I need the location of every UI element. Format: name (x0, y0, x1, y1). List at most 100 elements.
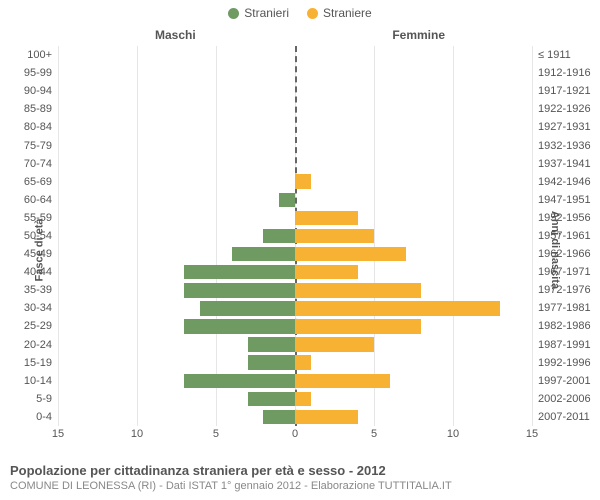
title-male: Maschi (155, 28, 196, 42)
bar-female (295, 301, 500, 315)
age-label: 35-39 (24, 284, 58, 296)
year-label: 1952-1956 (532, 212, 591, 224)
bar-male (279, 193, 295, 207)
x-tick-label: 10 (447, 428, 459, 440)
bar-female (295, 374, 390, 388)
year-label: 1947-1951 (532, 194, 591, 206)
age-row: 10-141997-2001 (58, 372, 532, 390)
legend-label-female: Straniere (323, 6, 372, 20)
bar-male (232, 247, 295, 261)
bar-female (295, 229, 374, 243)
year-label: 1922-1926 (532, 103, 591, 115)
bar-male (248, 392, 295, 406)
year-label: 1912-1916 (532, 67, 591, 79)
age-row: 15-191992-1996 (58, 354, 532, 372)
age-label: 20-24 (24, 339, 58, 351)
bar-male (248, 337, 295, 351)
age-label: 40-44 (24, 266, 58, 278)
age-label: 30-34 (24, 302, 58, 314)
bar-male (263, 229, 295, 243)
bar-female (295, 392, 311, 406)
x-tick-label: 5 (371, 428, 377, 440)
male-swatch (228, 8, 239, 19)
year-label: 1937-1941 (532, 158, 591, 170)
bar-female (295, 265, 358, 279)
year-label: 1942-1946 (532, 176, 591, 188)
bar-female (295, 211, 358, 225)
x-axis: 15105051015 (58, 428, 532, 444)
age-row: 5-92002-2006 (58, 390, 532, 408)
x-tick-label: 10 (131, 428, 143, 440)
age-label: 0-4 (36, 411, 58, 423)
age-row: 35-391972-1976 (58, 281, 532, 299)
age-label: 65-69 (24, 176, 58, 188)
footer-subtitle: COMUNE DI LEONESSA (RI) - Dati ISTAT 1° … (10, 480, 590, 492)
bar-male (184, 319, 295, 333)
age-label: 100+ (27, 49, 58, 61)
bar-female (295, 410, 358, 424)
chart-footer: Popolazione per cittadinanza straniera p… (10, 463, 590, 492)
age-label: 15-19 (24, 357, 58, 369)
x-tick-label: 15 (52, 428, 64, 440)
bar-female (295, 174, 311, 188)
year-label: 1997-2001 (532, 375, 591, 387)
bar-female (295, 247, 406, 261)
year-label: 1917-1921 (532, 85, 591, 97)
year-label: 1962-1966 (532, 248, 591, 260)
x-tick-label: 0 (292, 428, 298, 440)
age-label: 60-64 (24, 194, 58, 206)
year-label: 2002-2006 (532, 393, 591, 405)
x-tick-label: 5 (213, 428, 219, 440)
year-label: 2007-2011 (532, 411, 590, 423)
female-swatch (307, 8, 318, 19)
age-label: 80-84 (24, 121, 58, 133)
year-label: 1987-1991 (532, 339, 591, 351)
age-row: 30-341977-1981 (58, 299, 532, 317)
age-label: 5-9 (36, 393, 58, 405)
age-row: 65-691942-1946 (58, 173, 532, 191)
age-label: 85-89 (24, 103, 58, 115)
legend-label-male: Stranieri (244, 6, 289, 20)
age-label: 55-59 (24, 212, 58, 224)
year-label: 1992-1996 (532, 357, 591, 369)
age-label: 95-99 (24, 67, 58, 79)
bar-male (263, 410, 295, 424)
age-label: 25-29 (24, 320, 58, 332)
age-label: 45-49 (24, 248, 58, 260)
age-label: 70-74 (24, 158, 58, 170)
title-female: Femmine (392, 28, 445, 42)
age-label: 90-94 (24, 85, 58, 97)
bar-female (295, 355, 311, 369)
legend-item-male: Stranieri (228, 6, 289, 20)
year-label: 1932-1936 (532, 140, 591, 152)
age-row: 20-241987-1991 (58, 336, 532, 354)
year-label: 1972-1976 (532, 284, 591, 296)
year-label: 1982-1986 (532, 320, 591, 332)
bar-male (184, 265, 295, 279)
age-row: 55-591952-1956 (58, 209, 532, 227)
bar-female (295, 319, 421, 333)
age-label: 75-79 (24, 140, 58, 152)
bar-male (248, 355, 295, 369)
legend-item-female: Straniere (307, 6, 372, 20)
year-label: 1977-1981 (532, 302, 591, 314)
population-pyramid-chart: Stranieri Straniere Maschi Femmine Fasce… (0, 0, 600, 500)
x-tick-label: 15 (526, 428, 538, 440)
bar-female (295, 283, 421, 297)
bar-male (184, 283, 295, 297)
age-row: 50-541957-1961 (58, 227, 532, 245)
bar-male (184, 374, 295, 388)
age-row: 45-491962-1966 (58, 245, 532, 263)
year-label: 1927-1931 (532, 121, 591, 133)
year-label: 1967-1971 (532, 266, 591, 278)
bar-male (200, 301, 295, 315)
footer-title: Popolazione per cittadinanza straniera p… (10, 463, 590, 478)
age-row: 40-441967-1971 (58, 263, 532, 281)
year-label: 1957-1961 (532, 230, 591, 242)
age-label: 50-54 (24, 230, 58, 242)
age-row: 0-42007-2011 (58, 408, 532, 426)
year-label: ≤ 1911 (532, 49, 571, 61)
plot-area: 100+≤ 191195-991912-191690-941917-192185… (58, 46, 532, 426)
legend: Stranieri Straniere (0, 0, 600, 20)
age-label: 10-14 (24, 375, 58, 387)
